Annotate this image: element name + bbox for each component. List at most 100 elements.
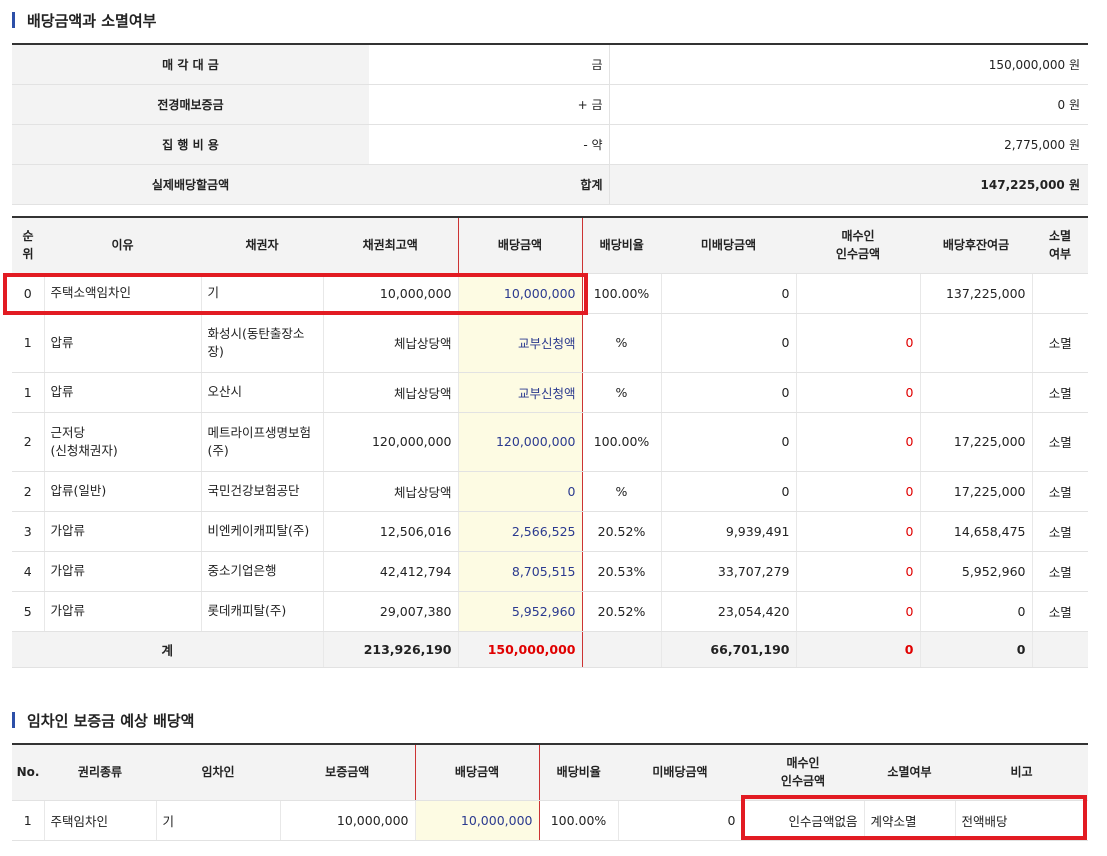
row-extinction: 소멸 xyxy=(1032,551,1088,592)
row-payout: 0 xyxy=(457,471,583,512)
row-unpaid: 0 xyxy=(661,471,797,512)
summary-sign: - 약 xyxy=(369,124,610,165)
row-payout: 5,952,960 xyxy=(457,591,583,632)
col-header-payout: 배당금액 xyxy=(457,217,583,274)
col-header-no: No. xyxy=(12,744,44,801)
row-reason: 압류 xyxy=(44,372,202,413)
row-assumed: 0 xyxy=(796,551,921,592)
total-remaining: 0 xyxy=(920,631,1033,668)
row-ratio: % xyxy=(582,372,662,413)
row-max-claim: 체납상당액 xyxy=(323,372,459,413)
title-accent-bar xyxy=(12,712,15,728)
row-unpaid: 33,707,279 xyxy=(661,551,797,592)
col-header-creditor: 채권자 xyxy=(201,217,323,274)
row-remaining: 14,658,475 xyxy=(920,511,1033,552)
distribution-row: 0 주택소액임차인 기 10,000,000 10,000,000 100.00% 0 137… xyxy=(12,273,1088,314)
tenant-extinction: 계약소멸 xyxy=(864,800,956,841)
row-rank: 0 xyxy=(12,273,45,314)
row-unpaid: 23,054,420 xyxy=(661,591,797,632)
row-reason: 가압류 xyxy=(44,591,202,632)
row-max-claim: 29,007,380 xyxy=(323,591,459,632)
tenant-assumed: 인수금액없음 xyxy=(742,800,865,841)
row-max-claim: 10,000,000 xyxy=(323,273,459,314)
total-extinction xyxy=(1032,631,1088,668)
row-remaining xyxy=(920,372,1033,413)
tenant-note: 전액배당 xyxy=(955,800,1088,841)
row-creditor: 메트라이프생명보험(주) xyxy=(201,412,324,472)
row-ratio: % xyxy=(582,313,662,373)
col-header-deposit: 보증금액 xyxy=(280,744,415,801)
col-header-reason: 이유 xyxy=(44,217,201,274)
row-assumed: 0 xyxy=(796,591,921,632)
col-header-assumed: 매수인 인수금액 xyxy=(796,217,920,274)
row-reason: 근저당 (신청채권자) xyxy=(44,412,202,472)
row-remaining: 17,225,000 xyxy=(920,412,1033,472)
tenant-ratio: 100.00% xyxy=(539,800,619,841)
total-assumed: 0 xyxy=(796,631,921,668)
row-unpaid: 0 xyxy=(661,313,797,373)
row-unpaid: 0 xyxy=(661,273,797,314)
row-ratio: 100.00% xyxy=(582,273,662,314)
total-label: 계 xyxy=(12,631,324,668)
col-header-note: 비고 xyxy=(955,744,1088,801)
row-max-claim: 42,412,794 xyxy=(323,551,459,592)
tenant-header-row: No. 권리종류 임차인 보증금액 배당금액 배당비율 미배당금액 매수인 인수금… xyxy=(12,744,1088,801)
summary-label: 집 행 비 용 xyxy=(12,124,369,165)
col-header-ratio: 배당비율 xyxy=(582,217,661,274)
distribution-row: 1 압류 오산시 체납상당액 교부신청액% 0 0 소멸 xyxy=(12,372,1088,413)
summary-label: 실제배당할금액 xyxy=(12,164,369,205)
col-header-unpaid: 미배당금액 xyxy=(661,217,796,274)
summary-amount: 2,775,000 원 xyxy=(609,124,1088,165)
section-title-distribution: 배당금액과 소멸여부 xyxy=(12,10,156,30)
summary-row-total: 실제배당할금액 합계 147,225,000 원 xyxy=(12,164,1088,205)
col-header-assumed: 매수인 인수금액 xyxy=(742,744,864,801)
row-remaining: 17,225,000 xyxy=(920,471,1033,512)
section-title-text: 임차인 보증금 예상 배당액 xyxy=(27,711,195,730)
row-ratio: 20.52% xyxy=(582,511,662,552)
row-extinction: 소멸 xyxy=(1032,471,1088,512)
total-payout: 150,000,000 xyxy=(457,631,583,668)
tenant-payout: 10,000,000 xyxy=(414,800,540,841)
summary-label: 매 각 대 금 xyxy=(12,44,369,85)
row-assumed: 0 xyxy=(796,313,921,373)
row-creditor: 기 xyxy=(201,273,324,314)
total-ratio xyxy=(582,631,662,668)
distribution-row: 2 근저당 (신청채권자) 메트라이프생명보험(주) 120,000,000 120,00… xyxy=(12,412,1088,472)
col-header-payout: 배당금액 xyxy=(414,744,540,801)
row-payout: 10,000,000 xyxy=(457,273,583,314)
distribution-total-row: 계 213,926,190 150,000,000 66,701,190 0 0 xyxy=(12,631,1088,668)
title-accent-bar xyxy=(12,12,15,28)
tenant-deposit: 10,000,000 xyxy=(280,800,416,841)
row-assumed: 0 xyxy=(796,471,921,512)
row-ratio: 20.53% xyxy=(582,551,662,592)
tenant-deposit-table: No. 권리종류 임차인 보증금액 배당금액 배당비율 미배당금액 매수인 인수금… xyxy=(12,743,1088,841)
sale-summary-table: 매 각 대 금 금 150,000,000 원 전경매보증금 + 금 0 원 집… xyxy=(12,43,1088,205)
tenant-unpaid: 0 xyxy=(618,800,743,841)
tenant-no: 1 xyxy=(12,800,45,841)
row-rank: 2 xyxy=(12,412,45,472)
row-max-claim: 12,506,016 xyxy=(323,511,459,552)
row-payout: 교부신청액 xyxy=(457,313,583,373)
row-extinction: 소멸 xyxy=(1032,591,1088,632)
col-header-max-claim: 채권최고액 xyxy=(323,217,458,274)
row-creditor: 국민건강보험공단 xyxy=(201,471,324,512)
row-extinction: 소멸 xyxy=(1032,313,1088,373)
distribution-row: 3 가압류 비엔케이캐피탈(주) 12,506,016 2,566,525 20.52% 9… xyxy=(12,511,1088,552)
col-header-extinction: 소멸여부 xyxy=(864,744,955,801)
row-assumed xyxy=(796,273,921,314)
col-header-ratio: 배당비율 xyxy=(539,744,618,801)
row-creditor: 비엔케이캐피탈(주) xyxy=(201,511,324,552)
row-creditor: 중소기업은행 xyxy=(201,551,324,592)
row-unpaid: 9,939,491 xyxy=(661,511,797,552)
row-payout: 8,705,515 xyxy=(457,551,583,592)
summary-label: 전경매보증금 xyxy=(12,84,369,125)
row-ratio: 100.00% xyxy=(582,412,662,472)
row-rank: 1 xyxy=(12,372,45,413)
summary-sign: + 금 xyxy=(369,84,610,125)
row-rank: 3 xyxy=(12,511,45,552)
row-remaining: 0 xyxy=(920,591,1033,632)
summary-amount: 0 원 xyxy=(609,84,1088,125)
